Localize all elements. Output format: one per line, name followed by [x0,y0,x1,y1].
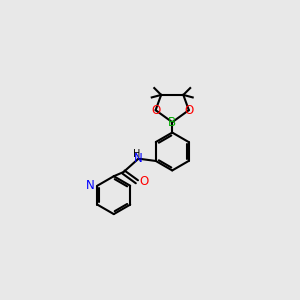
Text: B: B [168,116,176,129]
Text: H: H [133,148,140,159]
Text: O: O [140,175,149,188]
Text: O: O [184,104,194,117]
Text: N: N [134,152,143,165]
Text: N: N [86,179,94,192]
Text: O: O [151,104,160,117]
